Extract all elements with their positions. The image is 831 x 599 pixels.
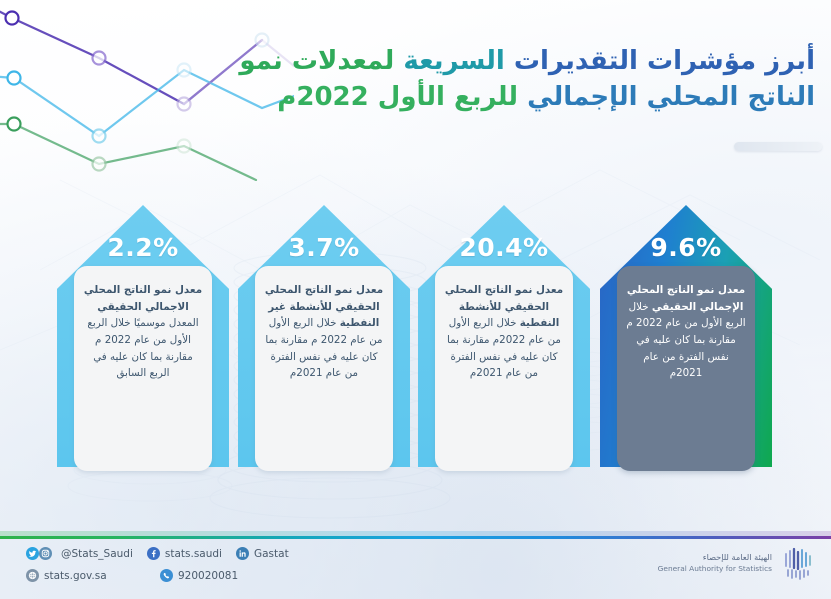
indicator-value: 9.6% <box>650 233 722 262</box>
indicator-description-bold: معدل نمو الناتج المحلي الاجمالي الحقيقي <box>83 284 203 313</box>
title-seg-3: لمعدلات نمو <box>239 46 395 76</box>
header-line-chart-decoration <box>0 10 294 181</box>
title-line-2: الناتج المحلي الإجمالي للربع الأول 2022م <box>255 80 815 116</box>
phone-label: 920020081 <box>178 569 239 582</box>
website-item[interactable]: stats.gov.sa <box>26 569 146 582</box>
footer-row-2: stats.gov.sa 920020081 <box>26 566 303 585</box>
globe-icon[interactable] <box>26 569 39 582</box>
page-title: أبرز مؤشرات التقديرات السريعة لمعدلات نم… <box>239 44 815 116</box>
title-seg-1: أبرز مؤشرات التقديرات <box>513 46 815 76</box>
gastat-barcode-mark <box>785 547 811 580</box>
indicator-card-highlight: 9.6% معدل نمو الناتج المحلي الإجمالي الح… <box>600 205 772 477</box>
footer-row-1: @Stats_Saudi stats.saudi Gastat <box>26 544 303 563</box>
indicator-description-bold: معدل نمو الناتج المحلي الحقيقي للأنشطة ا… <box>444 284 564 330</box>
indicator-description-rest: خلال الربع الأول من عام 2022 م مقارنة بم… <box>626 300 746 380</box>
facebook-label: stats.saudi <box>164 547 222 560</box>
indicator-card: 20.4% معدل نمو الناتج المحلي الحقيقي للأ… <box>418 205 590 477</box>
website-label: stats.gov.sa <box>44 569 107 582</box>
facebook-icon[interactable] <box>146 547 160 560</box>
linkedin-item[interactable]: Gastat <box>235 547 289 560</box>
gastat-logo-english: General Authority for Statistics <box>657 564 772 573</box>
indicator-value: 2.2% <box>107 233 179 262</box>
gastat-logo-arabic: الهيئة العامة للإحصاء <box>702 552 772 562</box>
footer-divider <box>0 536 831 539</box>
phone-item[interactable]: 920020081 <box>160 569 238 582</box>
twitter-icon[interactable] <box>26 547 39 560</box>
indicator-description: معدل نمو الناتج المحلي الإجمالي الحقيقي … <box>617 266 755 471</box>
linkedin-label: Gastat <box>253 547 289 560</box>
title-seg-5: للربع الأول 2022م <box>277 81 519 112</box>
facebook-item[interactable]: stats.saudi <box>146 547 222 560</box>
footer-divider-glow <box>0 531 831 536</box>
social-handle-item[interactable]: @Stats_Saudi <box>26 547 133 560</box>
phone-icon[interactable] <box>160 569 173 582</box>
indicator-card: 2.2% معدل نمو الناتج المحلي الاجمالي الح… <box>57 205 229 477</box>
indicator-card: 3.7% معدل نمو الناتج المحلي الحقيقي للأن… <box>238 205 410 477</box>
indicator-description: معدل نمو الناتج المحلي الحقيقي للأنشطة ا… <box>435 266 573 471</box>
footer-contact-block: @Stats_Saudi stats.saudi Gastat stats.go… <box>26 544 303 585</box>
title-line-1: أبرز مؤشرات التقديرات السريعة لمعدلات نم… <box>239 44 815 80</box>
instagram-icon[interactable] <box>39 547 52 560</box>
indicator-description-bold: معدل نمو الناتج المحلي الحقيقي للأنشطة غ… <box>264 284 384 330</box>
title-seg-2: السريعة <box>403 46 505 76</box>
gastat-logo: الهيئة العامة للإحصاء General Authority … <box>658 546 818 586</box>
indicator-description-rest: خلال الربع الأول من عام 2022 م مقارنة بم… <box>265 317 383 380</box>
indicator-value: 3.7% <box>288 233 360 262</box>
indicator-description: معدل نمو الناتج المحلي الاجمالي الحقيقي … <box>74 266 212 471</box>
title-seg-4: الناتج المحلي الإجمالي <box>527 81 815 112</box>
indicator-description: معدل نمو الناتج المحلي الحقيقي للأنشطة غ… <box>255 266 393 471</box>
indicator-value: 20.4% <box>459 233 549 262</box>
indicator-description-bold: معدل نمو الناتج المحلي الإجمالي الحقيقي <box>626 284 746 313</box>
indicator-description-rest: المعدل موسميًا خلال الربع الأول من عام 2… <box>87 317 199 380</box>
indicator-description-rest: خلال الربع الأول من عام 2022م مقارنة بما… <box>447 317 561 380</box>
linkedin-icon[interactable] <box>235 547 249 560</box>
social-handle-label: @Stats_Saudi <box>61 547 133 560</box>
